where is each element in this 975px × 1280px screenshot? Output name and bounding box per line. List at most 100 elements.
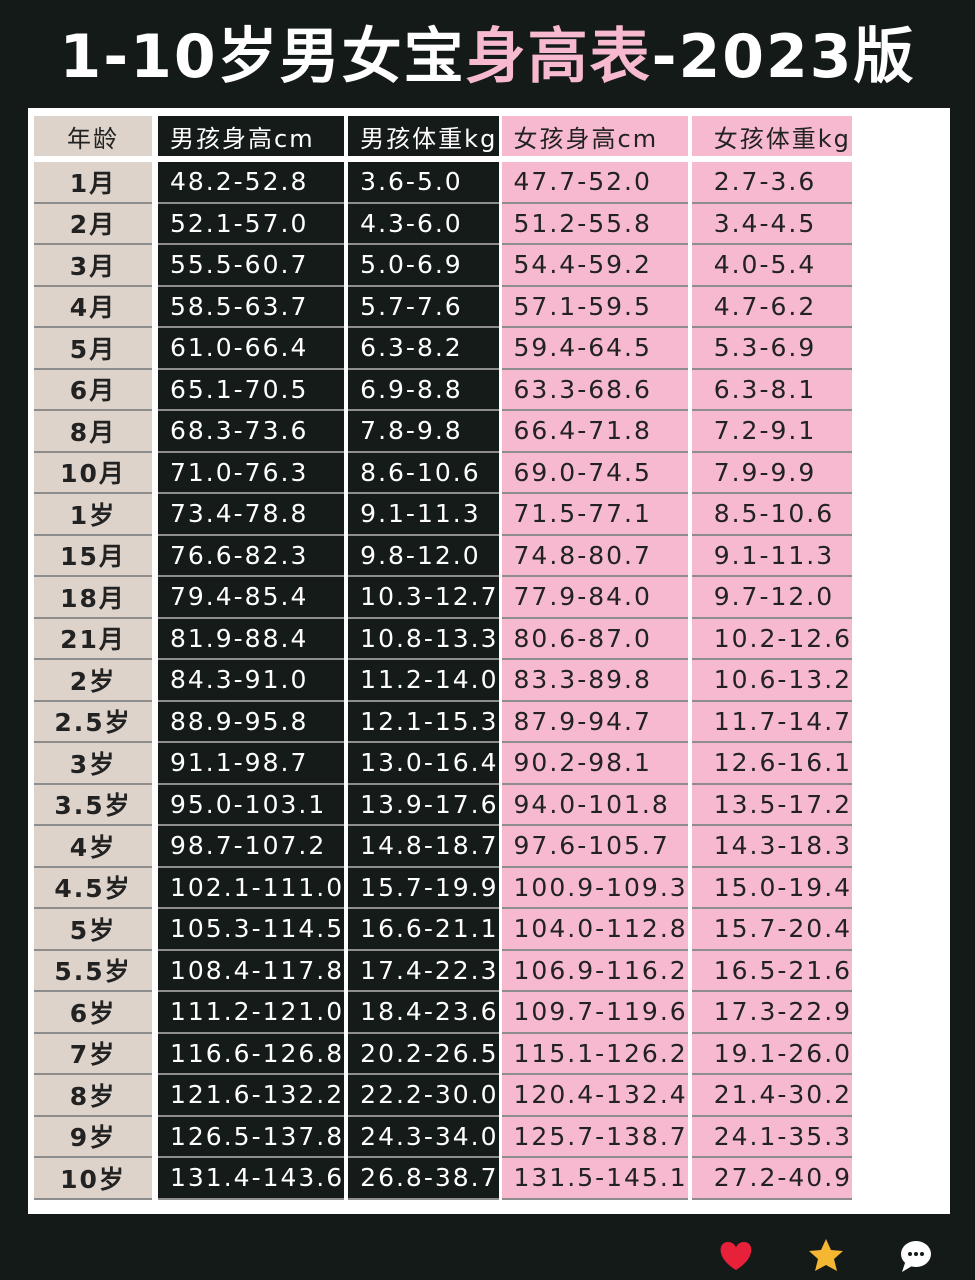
cell: 10岁 xyxy=(34,1157,158,1200)
cell: 6岁 xyxy=(34,991,158,1034)
cell: 5月 xyxy=(34,327,158,370)
cell: 120.4-132.4 xyxy=(500,1074,692,1117)
row: 1月 48.2-52.8 3.6-5.0 47.7-52.0 2.7-3.6 xyxy=(34,159,853,204)
cell: 73.4-78.8 xyxy=(155,493,349,536)
cell: 48.2-52.8 xyxy=(155,159,349,204)
cell: 4.5岁 xyxy=(34,866,158,909)
cell: 126.5-137.8 xyxy=(155,1115,349,1158)
cell: 22.2-30.0 xyxy=(346,1074,502,1117)
cell: 6.3-8.1 xyxy=(689,368,853,411)
cell: 63.3-68.6 xyxy=(500,368,692,411)
cell: 2月 xyxy=(34,202,158,245)
cell: 14.8-18.7 xyxy=(346,825,502,868)
cell: 125.7-138.7 xyxy=(500,1115,692,1158)
cell: 6月 xyxy=(34,368,158,411)
cell: 8.5-10.6 xyxy=(689,493,853,536)
cell: 61.0-66.4 xyxy=(155,327,349,370)
cell: 18月 xyxy=(34,576,158,619)
cell: 87.9-94.7 xyxy=(500,700,692,743)
row: 2岁 84.3-91.0 11.2-14.0 83.3-89.8 10.6-13.2 xyxy=(34,659,853,702)
cell: 105.3-114.5 xyxy=(155,908,349,951)
header-row: 年龄 男孩身高cm 男孩体重kg 女孩身高cm 女孩体重kg xyxy=(34,116,853,162)
cell: 24.1-35.3 xyxy=(689,1115,853,1158)
cell: 27.2-40.9 xyxy=(689,1157,853,1200)
cell: 98.7-107.2 xyxy=(155,825,349,868)
cell: 13.5-17.2 xyxy=(689,783,853,826)
cell: 4.0-5.4 xyxy=(689,244,853,287)
cell: 2.7-3.6 xyxy=(689,159,853,204)
row: 4.5岁 102.1-111.0 15.7-19.9 100.9-109.3 15.0-… xyxy=(34,866,853,909)
cell: 80.6-87.0 xyxy=(500,617,692,660)
cell: 1岁 xyxy=(34,493,158,536)
cell: 71.5-77.1 xyxy=(500,493,692,536)
cell: 5.5岁 xyxy=(34,949,158,992)
cell: 5.7-7.6 xyxy=(346,285,502,328)
comment-icon[interactable] xyxy=(901,1241,931,1272)
row: 10岁 131.4-143.6 26.8-38.7 131.5-145.1 27.2-4… xyxy=(34,1157,853,1200)
like-icon[interactable] xyxy=(720,1242,752,1270)
cell: 3.6-5.0 xyxy=(346,159,502,204)
cell: 9岁 xyxy=(34,1115,158,1158)
row: 6岁 111.2-121.0 18.4-23.6 109.7-119.6 17.3-22… xyxy=(34,991,853,1034)
cell: 79.4-85.4 xyxy=(155,576,349,619)
header-cell: 年龄 xyxy=(34,116,158,162)
cell: 5.3-6.9 xyxy=(689,327,853,370)
cell: 2.5岁 xyxy=(34,700,158,743)
cell: 18.4-23.6 xyxy=(346,991,502,1034)
cell: 68.3-73.6 xyxy=(155,410,349,453)
cell: 16.5-21.6 xyxy=(689,949,853,992)
row: 2月 52.1-57.0 4.3-6.0 51.2-55.8 3.4-4.5 xyxy=(34,202,853,245)
cell: 9.8-12.0 xyxy=(346,534,502,577)
row: 15月 76.6-82.3 9.8-12.0 74.8-80.7 9.1-11.3 xyxy=(34,534,853,577)
cell: 21月 xyxy=(34,617,158,660)
cell: 4月 xyxy=(34,285,158,328)
cell: 7.9-9.9 xyxy=(689,451,853,494)
cell: 4.7-6.2 xyxy=(689,285,853,328)
cell: 47.7-52.0 xyxy=(500,159,692,204)
row: 7岁 116.6-126.8 20.2-26.5 115.1-126.2 19.1-26… xyxy=(34,1032,853,1075)
cell: 24.3-34.0 xyxy=(346,1115,502,1158)
cell: 12.6-16.1 xyxy=(689,742,853,785)
cell: 7.8-9.8 xyxy=(346,410,502,453)
cell: 4.3-6.0 xyxy=(346,202,502,245)
row: 4月 58.5-63.7 5.7-7.6 57.1-59.5 4.7-6.2 xyxy=(34,285,853,328)
header-cell: 女孩体重kg xyxy=(689,116,853,162)
cell: 17.4-22.3 xyxy=(346,949,502,992)
cell: 131.4-143.6 xyxy=(155,1157,349,1200)
cell: 106.9-116.2 xyxy=(500,949,692,992)
cell: 11.7-14.7 xyxy=(689,700,853,743)
row: 2.5岁 88.9-95.8 12.1-15.3 87.9-94.7 11.7-14.7 xyxy=(34,700,853,743)
row: 21月 81.9-88.4 10.8-13.3 80.6-87.0 10.2-12.6 xyxy=(34,617,853,660)
row: 1岁 73.4-78.8 9.1-11.3 71.5-77.1 8.5-10.6 xyxy=(34,493,853,536)
cell: 66.4-71.8 xyxy=(500,410,692,453)
header-cell: 男孩体重kg xyxy=(346,116,502,162)
action-bar xyxy=(720,1239,931,1272)
row: 5月 61.0-66.4 6.3-8.2 59.4-64.5 5.3-6.9 xyxy=(34,327,853,370)
cell: 21.4-30.2 xyxy=(689,1074,853,1117)
growth-table: 年龄 男孩身高cm 男孩体重kg 女孩身高cm 女孩体重kg 1月 48.2-52.8 3.6… xyxy=(34,116,853,1200)
cell: 9.1-11.3 xyxy=(346,493,502,536)
cell: 81.9-88.4 xyxy=(155,617,349,660)
cell: 1月 xyxy=(34,159,158,204)
cell: 100.9-109.3 xyxy=(500,866,692,909)
title-part: -2023版 xyxy=(651,22,916,92)
cell: 3.5岁 xyxy=(34,783,158,826)
cell: 58.5-63.7 xyxy=(155,285,349,328)
cell: 10月 xyxy=(34,451,158,494)
header-cell: 男孩身高cm xyxy=(155,116,349,162)
cell: 55.5-60.7 xyxy=(155,244,349,287)
cell: 15月 xyxy=(34,534,158,577)
cell: 7岁 xyxy=(34,1032,158,1075)
cell: 19.1-26.0 xyxy=(689,1032,853,1075)
cell: 17.3-22.9 xyxy=(689,991,853,1034)
cell: 59.4-64.5 xyxy=(500,327,692,370)
cell: 8月 xyxy=(34,410,158,453)
favorite-icon[interactable] xyxy=(809,1239,843,1271)
row: 3岁 91.1-98.7 13.0-16.4 90.2-98.1 12.6-16.1 xyxy=(34,742,853,785)
cell: 104.0-112.8 xyxy=(500,908,692,951)
cell: 9.1-11.3 xyxy=(689,534,853,577)
cell: 3月 xyxy=(34,244,158,287)
cell: 109.7-119.6 xyxy=(500,991,692,1034)
cell: 51.2-55.8 xyxy=(500,202,692,245)
